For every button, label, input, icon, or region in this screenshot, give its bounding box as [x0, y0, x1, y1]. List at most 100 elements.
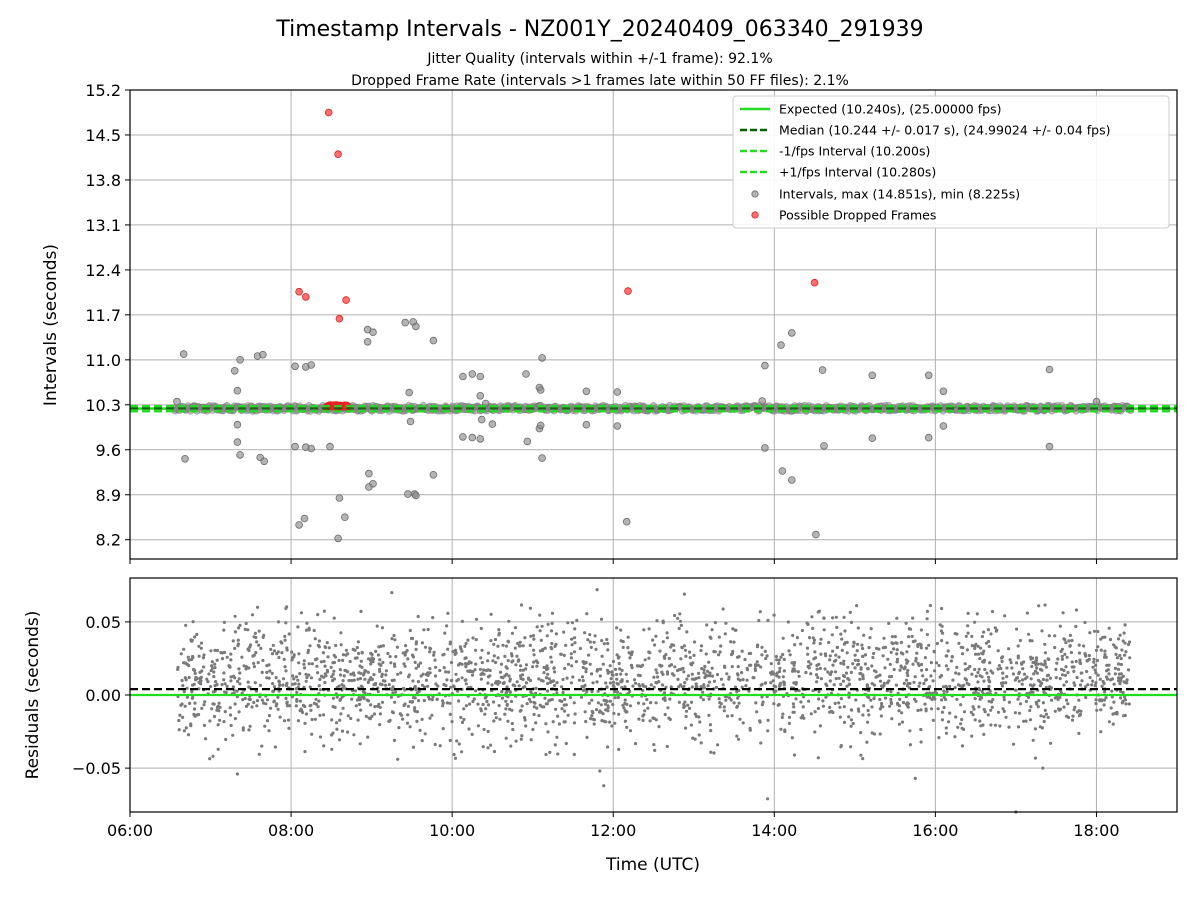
residual-point	[694, 685, 698, 689]
residual-point	[940, 718, 945, 722]
residual-point	[553, 644, 557, 649]
residual-point	[661, 697, 665, 701]
residual-point	[420, 641, 424, 645]
residual-point	[599, 703, 603, 707]
residual-point	[587, 653, 591, 657]
residual-point	[726, 714, 730, 718]
residual-point	[468, 702, 472, 706]
residual-point	[269, 647, 273, 652]
residual-point	[1017, 679, 1021, 683]
residual-point	[610, 670, 614, 674]
interval-outlier-50	[488, 420, 497, 428]
residual-point	[976, 644, 980, 648]
residual-point	[422, 698, 426, 703]
residual-point	[839, 632, 843, 636]
residual-point	[651, 638, 655, 642]
residual-point	[996, 710, 1001, 714]
residual-point	[1071, 714, 1075, 718]
residual-point	[247, 728, 251, 732]
residual-point	[945, 654, 949, 658]
residual-point	[1072, 681, 1076, 685]
residual-point	[544, 722, 548, 726]
residual-point	[1007, 647, 1011, 651]
residual-point	[870, 731, 874, 735]
residual-point	[215, 648, 220, 653]
interval-outlier-32	[404, 490, 412, 498]
residual-point	[598, 674, 602, 678]
residual-point	[1098, 677, 1102, 681]
residual-point	[959, 722, 963, 726]
residual-point	[339, 643, 343, 647]
residual-point	[296, 625, 300, 629]
residual-point	[982, 732, 986, 737]
residual-point	[528, 678, 533, 683]
residual-point	[546, 730, 550, 734]
interval-outlier-38	[412, 322, 420, 331]
residual-point	[570, 637, 574, 641]
residual-point	[545, 634, 549, 638]
residual-point	[1077, 643, 1081, 647]
residual-point	[877, 647, 881, 651]
residual-point	[589, 717, 593, 721]
residual-point	[369, 676, 373, 680]
residual-point	[296, 719, 300, 723]
residual-point	[350, 697, 354, 701]
interval-outlier-55	[536, 386, 545, 394]
residual-point	[243, 696, 247, 701]
interval-outlier-66	[761, 444, 769, 452]
residual-point	[1021, 667, 1025, 671]
residual-point	[448, 738, 452, 743]
residual-point	[363, 677, 367, 681]
residual-point	[702, 683, 706, 687]
residual-point	[332, 660, 336, 665]
residual-point	[529, 700, 533, 704]
residual-point	[733, 628, 737, 632]
residual-point	[359, 659, 363, 663]
residual-point	[813, 650, 817, 654]
residual-point	[394, 655, 398, 659]
residual-point	[305, 675, 309, 680]
intervals-y-tick-label-6: 12.4	[85, 261, 121, 280]
residual-point	[457, 699, 461, 703]
residual-point	[598, 667, 603, 671]
residual-point	[307, 662, 311, 666]
residual-point	[1060, 673, 1065, 677]
residual-point	[1094, 663, 1098, 667]
residual-point	[217, 701, 221, 705]
residual-point	[931, 695, 936, 699]
residual-point	[464, 682, 468, 686]
residual-point	[432, 653, 436, 657]
residual-point	[1001, 671, 1005, 675]
residual-point	[442, 666, 446, 670]
residual-point	[486, 681, 490, 685]
residual-point	[517, 684, 521, 688]
residual-point	[414, 666, 418, 670]
residual-point	[881, 654, 885, 658]
residual-point	[369, 659, 373, 663]
residual-point	[276, 620, 281, 624]
residual-point	[847, 695, 851, 699]
residual-point	[190, 690, 194, 694]
residual-point	[930, 697, 934, 702]
residual-point	[557, 722, 562, 726]
residual-point	[633, 681, 638, 685]
residual-point	[1077, 731, 1081, 736]
residual-point	[802, 716, 806, 720]
residual-point	[863, 653, 868, 657]
residual-point	[1043, 662, 1047, 666]
residual-point	[540, 705, 544, 709]
interval-outlier-64	[758, 397, 766, 405]
residual-point	[702, 671, 706, 675]
residual-point	[516, 659, 520, 663]
residual-point	[945, 690, 949, 694]
residual-point	[507, 619, 511, 623]
residual-point	[632, 678, 637, 682]
residual-point	[270, 671, 274, 676]
residual-point	[945, 641, 949, 645]
residual-point	[331, 705, 335, 709]
residual-point	[453, 648, 458, 652]
residual-point	[986, 713, 990, 717]
residual-point	[483, 712, 487, 716]
residual-point	[531, 727, 535, 732]
residual-point	[182, 647, 186, 651]
